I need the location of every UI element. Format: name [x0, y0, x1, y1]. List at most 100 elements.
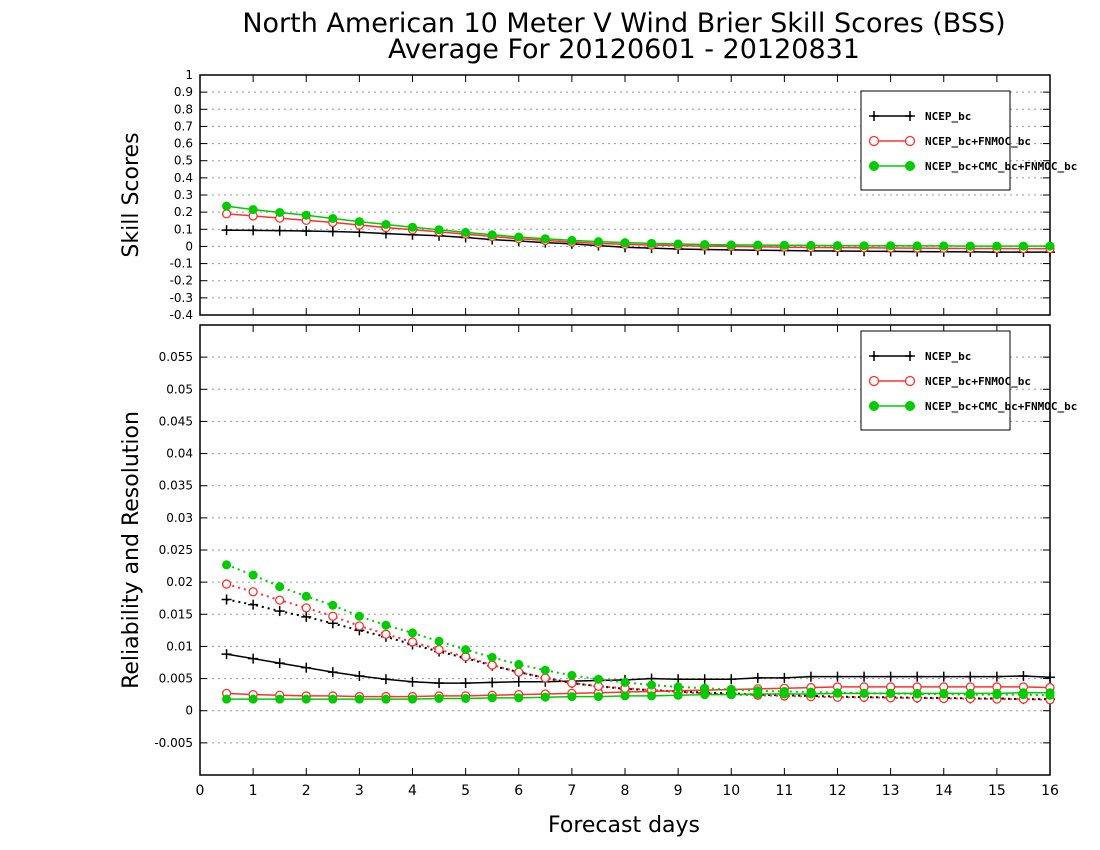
- data-point-dot: [673, 690, 683, 700]
- data-point-dot: [514, 659, 524, 669]
- x-tick-label: 8: [621, 783, 630, 799]
- data-point-dot: [859, 241, 869, 251]
- data-point-circle: [381, 629, 391, 639]
- data-point-plus: [938, 671, 949, 682]
- chart-title-line2: Average For 20120601 - 20120831: [388, 34, 860, 65]
- data-point-dot: [222, 560, 232, 570]
- y-tick-label: -0.4: [170, 308, 193, 322]
- panel-2: 0.055 0.05 0.045 0.04 0.035 0.03 0.025 0.02 0.01…: [119, 324, 1077, 799]
- data-point-plus: [248, 653, 259, 664]
- data-point-dot: [567, 692, 577, 702]
- y-tick-label: 0.025: [159, 543, 193, 557]
- data-point-dot: [275, 694, 285, 704]
- legend-label: NCEP_bc: [925, 350, 971, 363]
- data-point-dot: [381, 219, 391, 229]
- data-point-plus: [221, 594, 232, 605]
- data-point-dot: [939, 689, 949, 699]
- x-tick-label: 10: [722, 783, 740, 799]
- data-point-dot: [700, 683, 710, 693]
- data-point-dot: [673, 682, 683, 692]
- legend-marker: [869, 401, 879, 411]
- data-point-dot: [593, 237, 603, 247]
- data-point-dot: [434, 636, 444, 646]
- data-point-dot: [487, 230, 497, 240]
- legend-marker: [904, 135, 916, 147]
- data-point-plus: [380, 674, 391, 685]
- data-point-dot: [1018, 241, 1028, 251]
- y-tick-label: 0.035: [159, 479, 193, 493]
- data-point-circle: [301, 603, 311, 613]
- y-tick-label: 0.01: [166, 639, 193, 653]
- data-point-plus: [221, 649, 232, 660]
- data-point-plus: [805, 671, 816, 682]
- data-point-dot: [222, 694, 232, 704]
- data-point-dot: [965, 690, 975, 700]
- data-point-dot: [514, 693, 524, 703]
- legend-label: NCEP_bc+CMC_bc+FNMOC_bc: [925, 400, 1077, 413]
- data-point-dot: [540, 692, 550, 702]
- data-point-dot: [275, 582, 285, 592]
- data-point-plus: [327, 226, 338, 237]
- data-point-dot: [753, 686, 763, 696]
- data-point-circle: [221, 579, 232, 589]
- data-point-circle: [487, 660, 497, 670]
- data-point-dot: [779, 240, 789, 250]
- y-tick-label: 0.03: [166, 511, 193, 525]
- y-tick-label: -0.3: [170, 291, 193, 305]
- y-tick-label: -0.1: [170, 257, 193, 271]
- data-point-dot: [992, 690, 1002, 700]
- data-point-dot: [912, 689, 922, 699]
- chart-title-line1: North American 10 Meter V Wind Brier Ski…: [242, 8, 1005, 39]
- data-point-plus: [513, 676, 524, 687]
- data-point-circle: [275, 595, 285, 605]
- data-point-dot: [328, 694, 338, 704]
- data-point-plus: [301, 662, 312, 673]
- legend-marker: [904, 375, 916, 387]
- data-point-plus: [221, 225, 232, 236]
- data-point-dot: [620, 677, 630, 687]
- y-tick-label: 0.055: [159, 350, 193, 364]
- data-point-dot: [434, 694, 444, 703]
- x-tick-label: 4: [408, 783, 417, 799]
- data-point-plus: [274, 606, 285, 617]
- series-line: [226, 583, 1051, 701]
- data-point-dot: [779, 686, 789, 696]
- data-point-plus: [832, 671, 843, 682]
- data-point-plus: [460, 678, 471, 689]
- data-point-dot: [354, 694, 364, 704]
- data-point-dot: [833, 688, 842, 698]
- data-point-dot: [408, 628, 417, 638]
- legend-marker: [869, 161, 879, 171]
- data-point-dot: [461, 694, 471, 703]
- data-point-dot: [939, 241, 949, 251]
- legend-marker: [868, 375, 880, 387]
- x-tick-label: 16: [1041, 783, 1059, 799]
- data-point-dot: [567, 670, 577, 680]
- data-point-dot: [487, 693, 497, 703]
- data-point-dot: [1045, 690, 1055, 700]
- data-point-plus: [726, 674, 737, 685]
- data-point-dot: [886, 688, 896, 698]
- data-point-circle: [248, 587, 258, 597]
- legend: NCEP_bc NCEP_bc+FNMOC_bc NCEP_bc+CMC_bc+FN…: [860, 330, 1077, 431]
- y-tick-label: 1: [185, 68, 193, 82]
- x-tick-label: 13: [882, 783, 900, 799]
- y-tick-label: 0.4: [174, 171, 193, 185]
- legend-label: NCEP_bc: [925, 110, 971, 123]
- legend-label: NCEP_bc+CMC_bc+FNMOC_bc: [925, 160, 1077, 173]
- x-tick-label: 9: [674, 783, 683, 799]
- data-point-plus: [885, 671, 896, 682]
- data-point-dot: [328, 213, 338, 223]
- data-point-dot: [328, 600, 338, 610]
- data-point-dot: [301, 210, 311, 220]
- x-tick-label: 15: [988, 783, 1006, 799]
- y-tick-label: 0.045: [159, 414, 193, 428]
- x-tick-label: 5: [461, 783, 470, 799]
- data-point-circle: [434, 644, 444, 655]
- data-point-dot: [753, 240, 763, 250]
- x-tick-label: 0: [196, 783, 205, 799]
- data-point-dot: [514, 232, 524, 242]
- y-tick-label: -0.2: [170, 274, 193, 288]
- data-point-dot: [647, 691, 657, 701]
- y-tick-label: 0.2: [174, 205, 193, 219]
